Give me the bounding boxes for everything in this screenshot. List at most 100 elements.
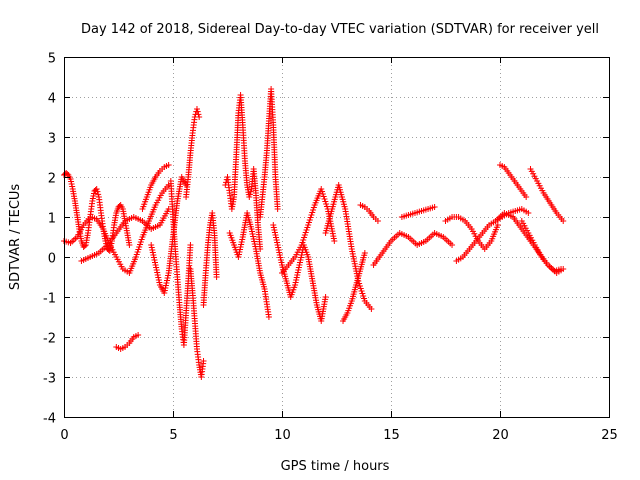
trail-marker xyxy=(278,259,285,266)
trail-marker xyxy=(256,267,263,274)
trail-marker xyxy=(110,224,117,231)
trail-marker xyxy=(555,266,562,273)
trail-marker xyxy=(323,203,330,210)
x-tick-label: 25 xyxy=(601,428,618,443)
trail-marker xyxy=(270,119,277,126)
series-arc-s xyxy=(370,230,456,268)
trail-marker xyxy=(438,233,445,239)
trail-marker xyxy=(178,323,185,330)
trail-marker xyxy=(132,333,139,339)
y-tick-label: -4 xyxy=(43,412,56,427)
trail-marker xyxy=(200,360,207,367)
trail-marker xyxy=(347,300,354,307)
series-arc-y xyxy=(492,210,567,276)
series-arc-k xyxy=(222,92,264,252)
trail-marker xyxy=(97,207,104,214)
trail-marker xyxy=(202,272,209,279)
trail-marker xyxy=(142,196,149,203)
series-arc-p xyxy=(322,182,375,312)
trail-marker xyxy=(90,190,97,197)
trail-marker xyxy=(120,220,127,226)
trail-marker xyxy=(364,206,371,212)
trail-marker xyxy=(91,215,98,222)
series-arc-z xyxy=(518,218,565,274)
trail-marker xyxy=(366,304,373,310)
grid xyxy=(64,57,609,417)
trail-marker xyxy=(545,198,552,204)
series-arc-d xyxy=(113,332,142,352)
trail-marker xyxy=(530,239,537,246)
trail-marker xyxy=(164,208,171,215)
trail-marker xyxy=(124,342,131,348)
y-tick-label: -3 xyxy=(43,372,56,387)
trail-marker xyxy=(304,224,311,231)
x-axis-label: GPS time / hours xyxy=(281,459,390,474)
trail-marker xyxy=(493,224,500,231)
trail-marker xyxy=(532,175,539,182)
trail-marker xyxy=(98,224,105,230)
trail-marker xyxy=(517,224,524,230)
trail-marker xyxy=(147,184,154,191)
trail-marker xyxy=(484,224,491,230)
x-tick-label: 5 xyxy=(169,428,177,443)
trail-marker xyxy=(132,256,139,263)
plot-frame xyxy=(64,57,610,418)
trail-marker xyxy=(243,179,250,186)
trail-marker xyxy=(372,216,379,222)
trail-marker xyxy=(247,191,254,198)
trail-marker xyxy=(252,243,259,250)
trail-marker xyxy=(230,196,237,203)
y-tick-label: -2 xyxy=(43,332,56,347)
trail-marker xyxy=(549,266,556,273)
trail-marker xyxy=(247,223,254,230)
x-tick-label: 10 xyxy=(274,428,291,443)
x-tick-label: 0 xyxy=(60,428,68,443)
y-tick-label: 0 xyxy=(48,252,56,267)
trail-marker xyxy=(422,206,429,213)
trail-marker xyxy=(453,214,460,220)
data-point xyxy=(93,186,100,192)
trail-marker xyxy=(429,204,436,211)
trail-marker xyxy=(521,192,528,198)
trail-marker xyxy=(112,251,119,258)
trail-marker xyxy=(457,255,464,262)
trail-marker xyxy=(259,196,266,203)
trail-marker xyxy=(356,268,363,275)
trail-marker xyxy=(65,239,72,246)
trail-marker xyxy=(172,243,179,250)
trail-marker xyxy=(169,211,176,218)
trail-marker xyxy=(524,227,531,234)
trail-marker xyxy=(163,163,170,169)
series-arc-q xyxy=(340,250,368,324)
trail-marker xyxy=(239,236,246,243)
trail-marker xyxy=(403,212,410,219)
trail-marker xyxy=(447,240,454,247)
trail-marker xyxy=(112,212,119,219)
trail-marker xyxy=(191,315,198,322)
trail-marker xyxy=(386,240,393,246)
trail-marker xyxy=(157,192,164,199)
trail-marker xyxy=(102,243,109,250)
trail-marker xyxy=(359,203,366,209)
trail-marker xyxy=(159,166,166,172)
trail-marker xyxy=(313,299,320,306)
trail-marker xyxy=(348,243,355,250)
trail-marker xyxy=(193,343,200,350)
trail-marker xyxy=(310,204,317,211)
trail-marker xyxy=(516,206,523,213)
trail-marker xyxy=(464,248,471,254)
trail-marker xyxy=(118,263,125,270)
trail-marker xyxy=(341,203,348,210)
trail-marker xyxy=(88,200,95,207)
trail-marker xyxy=(537,251,544,258)
trail-marker xyxy=(79,224,86,231)
x-tick-label: 15 xyxy=(383,428,400,443)
y-tick-label: 1 xyxy=(48,212,56,227)
series-arc-c xyxy=(78,206,172,264)
series-arc-x xyxy=(527,166,567,224)
trail-marker xyxy=(429,231,436,238)
data-point xyxy=(196,114,203,120)
trail-marker xyxy=(290,256,297,262)
series-arc-v xyxy=(453,206,532,264)
trail-marker xyxy=(94,188,101,195)
